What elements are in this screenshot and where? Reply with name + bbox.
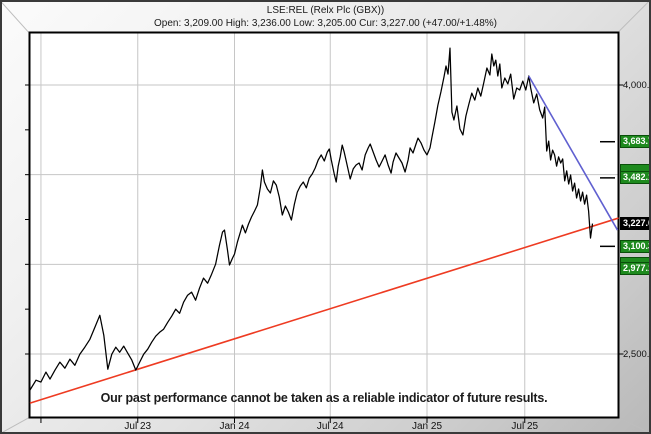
x-axis-label: Jan 24 — [219, 421, 250, 432]
resistance-trendline[interactable] — [528, 75, 619, 231]
price-line — [29, 47, 594, 391]
disclaimer-text: Our past performance cannot be taken as … — [100, 391, 548, 405]
x-axis-label: Jan 25 — [411, 421, 443, 432]
x-axis-label: Jul 25 — [511, 421, 539, 432]
chart-title: LSE:REL (Relx Plc (GBX)) — [266, 5, 385, 16]
x-axis-label: Jul 23 — [124, 421, 152, 432]
x-axis-label: Jul 24 — [316, 421, 344, 432]
price-level-badge: 3,100.3 — [620, 239, 649, 253]
y-axis-label: 4,000.0 — [623, 80, 650, 91]
price-level-badge: 3,683.7 — [620, 135, 649, 149]
price-level-badge: 3,482.1 — [620, 171, 649, 185]
plot-background — [29, 32, 619, 418]
plot-frame — [28, 31, 620, 419]
y-axis-label: 2,500.0 — [623, 348, 650, 360]
price-level-badge: 2,977.1 — [620, 261, 649, 275]
quote-summary: Open: 3,209.00 High: 3,236.00 Low: 3,205… — [153, 18, 498, 29]
price-level-badge: 3,227.0 — [620, 217, 649, 231]
support-trendline[interactable] — [29, 217, 619, 404]
